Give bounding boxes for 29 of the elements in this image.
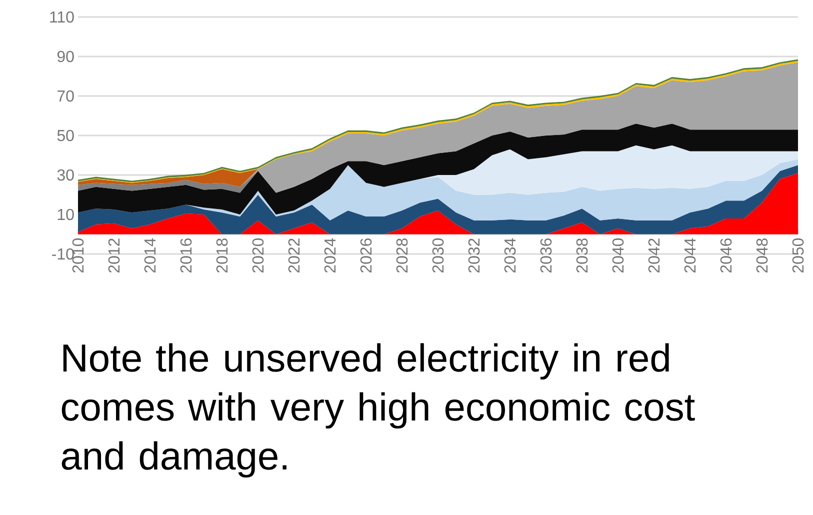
x-tick-label: 2044	[684, 238, 696, 273]
x-tick-label: 2050	[792, 238, 804, 273]
x-tick-label: 2010	[72, 238, 84, 273]
x-tick-label: 2026	[360, 238, 372, 273]
x-tick-label: 2028	[396, 238, 408, 273]
x-tick-label: 2034	[504, 238, 516, 273]
x-tick-label: 2014	[144, 238, 156, 273]
x-tick-label: 2016	[180, 238, 192, 273]
x-tick-label: 2032	[468, 238, 480, 273]
text: Note the unserved electricity in red comes with very high economic cost and damage.	[62, 343, 695, 478]
y-tick-label: 50	[57, 130, 74, 142]
x-tick-label: 2030	[432, 238, 444, 273]
x-tick-label: 2012	[108, 238, 120, 273]
x-tick-label: 2038	[576, 238, 588, 273]
y-tick-label: -10	[52, 248, 74, 260]
x-tick-label: 2048	[756, 238, 768, 273]
x-tick-label: 2040	[612, 238, 624, 273]
x-tick-label: 2022	[288, 238, 300, 273]
y-tick-label: 70	[58, 90, 74, 102]
x-tick-label: 2020	[252, 238, 264, 273]
x-tick-label: 2046	[720, 238, 732, 273]
y-tick-label: 90	[57, 50, 74, 62]
y-tick-label: 30	[57, 169, 74, 181]
y-tick-label: 10	[58, 208, 74, 220]
x-tick-label: 2036	[540, 238, 552, 273]
x-tick-label: 2018	[216, 238, 228, 273]
x-tick-label: 2024	[324, 238, 336, 273]
y-tick-label: 110	[50, 11, 74, 23]
x-tick-label: 2042	[648, 238, 660, 273]
